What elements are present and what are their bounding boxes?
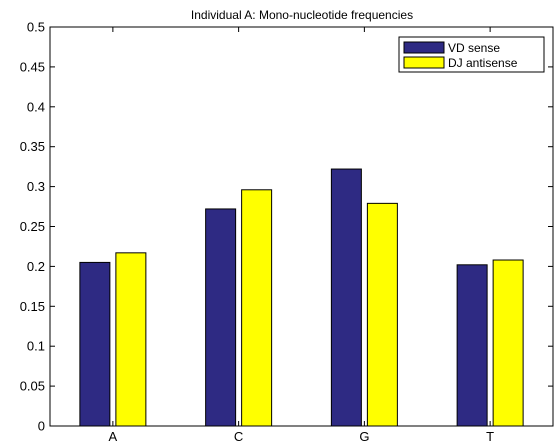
x-tick-label: A bbox=[109, 429, 118, 443]
bar-vd-sense-t bbox=[456, 264, 488, 427]
y-tick-label: 0.45 bbox=[20, 59, 45, 74]
x-tick-label: G bbox=[359, 429, 369, 443]
bar-dj-antisense-g bbox=[366, 202, 398, 427]
y-tick-label: 0.1 bbox=[27, 339, 45, 354]
x-tick-label: C bbox=[234, 429, 243, 443]
y-tick-label: 0 bbox=[38, 419, 45, 434]
y-tick-label: 0.2 bbox=[27, 259, 45, 274]
bar-dj-antisense-a bbox=[115, 252, 147, 427]
bar-dj-antisense-c bbox=[241, 189, 273, 427]
x-tick-label: T bbox=[486, 429, 494, 443]
y-tick-label: 0.25 bbox=[20, 219, 45, 234]
y-tick-label: 0.3 bbox=[27, 179, 45, 194]
y-tick-label: 0.05 bbox=[20, 379, 45, 394]
legend-label-vd-sense: VD sense bbox=[448, 41, 500, 55]
y-tick-label: 0.15 bbox=[20, 299, 45, 314]
bar-dj-antisense-t bbox=[492, 259, 524, 427]
y-tick-label: 0.4 bbox=[27, 99, 45, 114]
y-tick-label: 0.5 bbox=[27, 20, 45, 35]
bar-vd-sense-a bbox=[79, 261, 111, 427]
y-tick-label: 0.35 bbox=[20, 139, 45, 154]
bar-vd-sense-g bbox=[330, 168, 362, 427]
bar-vd-sense-c bbox=[205, 208, 237, 427]
legend-swatch-dj-antisense bbox=[403, 56, 445, 69]
chart-title: Individual A: Mono-nucleotide frequencie… bbox=[191, 8, 413, 22]
legend-label-dj-antisense: DJ antisense bbox=[448, 56, 518, 70]
legend-swatch-vd-sense bbox=[403, 41, 445, 54]
y-axis: 0 0.05 0.1 0.15 0.2 0.25 0.3 0.35 0.4 0.45 0.5 bbox=[20, 20, 553, 434]
legend: VD sense DJ antisense bbox=[398, 36, 545, 73]
bars-group bbox=[79, 168, 524, 427]
